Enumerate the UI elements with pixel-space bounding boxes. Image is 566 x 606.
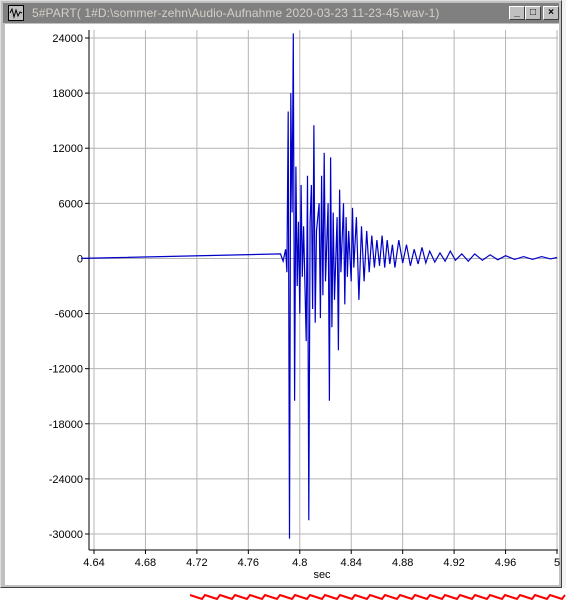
x-tick-label: 4.96 <box>495 557 516 569</box>
background-waveform-glyph <box>189 593 566 601</box>
y-tick-label: 0 <box>77 253 83 265</box>
y-tick-label: -24000 <box>49 474 83 486</box>
y-tick-label: -6000 <box>55 309 83 321</box>
y-tick-label: -30000 <box>49 529 83 541</box>
y-tick-label: 12000 <box>52 143 83 155</box>
maximize-button[interactable]: □ <box>525 6 541 20</box>
x-tick-label: 4.84 <box>341 557 362 569</box>
waveform-icon-glyph <box>9 7 23 19</box>
background-window-edge <box>562 0 566 588</box>
x-tick-label: 4.76 <box>238 557 259 569</box>
minimize-button[interactable]: _ <box>509 6 525 20</box>
y-tick-label: -12000 <box>49 364 83 376</box>
waveform-app-icon[interactable] <box>8 5 24 21</box>
x-axis-label: sec <box>313 569 331 581</box>
waveform-series-line <box>81 33 558 539</box>
x-tick-label: 4.64 <box>83 557 104 569</box>
x-tick-label: 4.92 <box>443 557 464 569</box>
y-tick-label: 6000 <box>59 198 83 210</box>
x-tick-label: 4.72 <box>186 557 207 569</box>
plot-area-frame[interactable] <box>5 24 559 585</box>
plot-window: 5#PART( 1#D:\sommer-zehn\Audio-Aufnahme … <box>0 0 562 588</box>
y-tick-label: 18000 <box>52 88 83 100</box>
x-tick-label: 5 <box>554 557 560 569</box>
window-titlebar[interactable]: 5#PART( 1#D:\sommer-zehn\Audio-Aufnahme … <box>3 3 559 23</box>
x-tick-label: 4.68 <box>135 557 156 569</box>
y-tick-label: 24000 <box>52 33 83 45</box>
waveform-chart[interactable]: 24000 18000 12000 6000 0 -6000 -12000 -18000 -24… <box>0 0 562 588</box>
x-tick-label: 4.88 <box>392 557 413 569</box>
background-waveform-strip <box>0 588 566 601</box>
close-button[interactable]: × <box>543 6 559 20</box>
y-tick-label: -18000 <box>49 419 83 431</box>
window-title: 5#PART( 1#D:\sommer-zehn\Audio-Aufnahme … <box>32 6 440 20</box>
x-tick-label: 4.8 <box>292 557 307 569</box>
